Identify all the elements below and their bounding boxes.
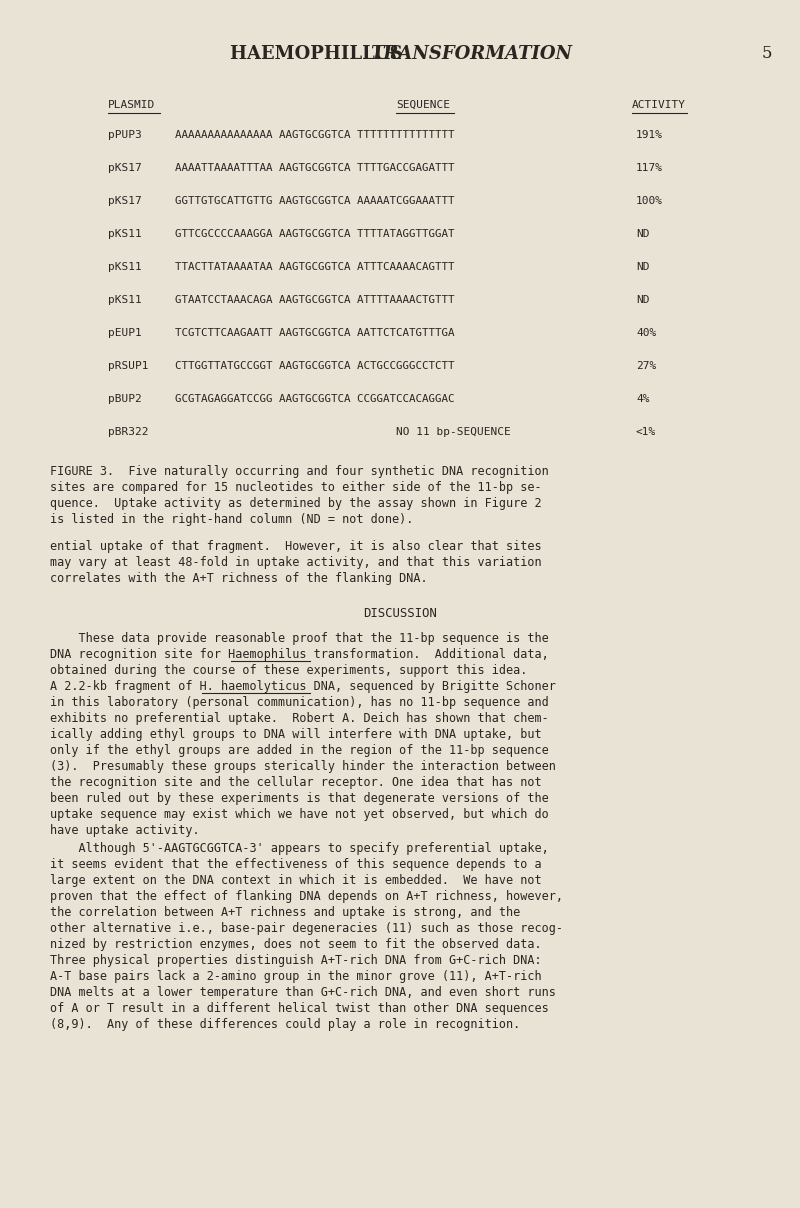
Text: GTAATCCTAAACAGA AAGTGCGGTCA ATTTTAAAACTGTTT: GTAATCCTAAACAGA AAGTGCGGTCA ATTTTAAAACTG… <box>175 295 454 304</box>
Text: only if the ethyl groups are added in the region of the 11-bp sequence: only if the ethyl groups are added in th… <box>50 744 549 757</box>
Text: GGTTGTGCATTGTTG AAGTGCGGTCA AAAAATCGGAAATTT: GGTTGTGCATTGTTG AAGTGCGGTCA AAAAATCGGAAA… <box>175 196 454 207</box>
Text: GTTCGCCCCAAAGGA AAGTGCGGTCA TTTTATAGGTТGGAT: GTTCGCCCCAAAGGA AAGTGCGGTCA TTTTATAGGTТG… <box>175 230 454 239</box>
Text: uptake sequence may exist which we have not yet observed, but which do: uptake sequence may exist which we have … <box>50 808 549 821</box>
Text: pKS11: pKS11 <box>108 262 142 272</box>
Text: Although 5'-AAGTGCGGTCA-3' appears to specify preferential uptake,: Although 5'-AAGTGCGGTCA-3' appears to sp… <box>50 842 549 855</box>
Text: FIGURE 3.  Five naturally occurring and four synthetic DNA recognition: FIGURE 3. Five naturally occurring and f… <box>50 465 549 478</box>
Text: A-T base pairs lack a 2-amino group in the minor grove (11), A+T-rich: A-T base pairs lack a 2-amino group in t… <box>50 970 542 983</box>
Text: pBR322: pBR322 <box>108 426 149 437</box>
Text: the correlation between A+T richness and uptake is strong, and the: the correlation between A+T richness and… <box>50 906 520 919</box>
Text: 40%: 40% <box>636 329 656 338</box>
Text: 5: 5 <box>762 45 773 62</box>
Text: (8,9).  Any of these differences could play a role in recognition.: (8,9). Any of these differences could pl… <box>50 1018 520 1030</box>
Text: of A or T result in a different helical twist than other DNA sequences: of A or T result in a different helical … <box>50 1001 549 1015</box>
Text: HAEMOPHILLUS: HAEMOPHILLUS <box>230 45 409 63</box>
Text: the recognition site and the cellular receptor. One idea that has not: the recognition site and the cellular re… <box>50 776 542 789</box>
Text: ential uptake of that fragment.  However, it is also clear that sites: ential uptake of that fragment. However,… <box>50 540 542 553</box>
Text: proven that the effect of flanking DNA depends on A+T richness, however,: proven that the effect of flanking DNA d… <box>50 890 563 904</box>
Text: TTACTTATAAAATAA AAGTGCGGTCA ATTTCAAAACAGTTT: TTACTTATAAAATAA AAGTGCGGTCA ATTTCAAAACAG… <box>175 262 454 272</box>
Text: These data provide reasonable proof that the 11-bp sequence is the: These data provide reasonable proof that… <box>50 632 549 645</box>
Text: <1%: <1% <box>636 426 656 437</box>
Text: 4%: 4% <box>636 394 650 403</box>
Text: DNA recognition site for Haemophilus transformation.  Additional data,: DNA recognition site for Haemophilus tra… <box>50 647 549 661</box>
Text: may vary at least 48-fold in uptake activity, and that this variation: may vary at least 48-fold in uptake acti… <box>50 556 542 569</box>
Text: pKS17: pKS17 <box>108 196 142 207</box>
Text: pRSUP1: pRSUP1 <box>108 361 149 371</box>
Text: nized by restriction enzymes, does not seem to fit the observed data.: nized by restriction enzymes, does not s… <box>50 937 542 951</box>
Text: 117%: 117% <box>636 163 663 173</box>
Text: is listed in the right-hand column (ND = not done).: is listed in the right-hand column (ND =… <box>50 513 414 525</box>
Text: ND: ND <box>636 295 650 304</box>
Text: pPUP3: pPUP3 <box>108 130 142 140</box>
Text: obtained during the course of these experiments, support this idea.: obtained during the course of these expe… <box>50 664 527 676</box>
Text: AAAATTAAAATTTAA AAGTGCGGTCA TTTTGACCGAGATTT: AAAATTAAAATTTAA AAGTGCGGTCA TTTTGACCGAGA… <box>175 163 454 173</box>
Text: been ruled out by these experiments is that degenerate versions of the: been ruled out by these experiments is t… <box>50 792 549 805</box>
Text: other alternative i.e., base-pair degeneracies (11) such as those recog-: other alternative i.e., base-pair degene… <box>50 922 563 935</box>
Text: it seems evident that the effectiveness of this sequence depends to a: it seems evident that the effectiveness … <box>50 858 542 871</box>
Text: sites are compared for 15 nucleotides to either side of the 11-bp se-: sites are compared for 15 nucleotides to… <box>50 481 542 494</box>
Text: quence.  Uptake activity as determined by the assay shown in Figure 2: quence. Uptake activity as determined by… <box>50 496 542 510</box>
Text: pEUP1: pEUP1 <box>108 329 142 338</box>
Text: CTTGGTTATGCCGGT AAGTGCGGTCA ACTGCCGGGCCTCTT: CTTGGTTATGCCGGT AAGTGCGGTCA ACTGCCGGGCCT… <box>175 361 454 371</box>
Text: in this laboratory (personal communication), has no 11-bp sequence and: in this laboratory (personal communicati… <box>50 696 549 709</box>
Text: GCGTAGAGGATCCGG AAGTGCGGTCA CCGGATCCACAGGAC: GCGTAGAGGATCCGG AAGTGCGGTCA CCGGATCCACAG… <box>175 394 454 403</box>
Text: 27%: 27% <box>636 361 656 371</box>
Text: correlates with the A+T richness of the flanking DNA.: correlates with the A+T richness of the … <box>50 573 428 585</box>
Text: ically adding ethyl groups to DNA will interfere with DNA uptake, but: ically adding ethyl groups to DNA will i… <box>50 728 542 741</box>
Text: Three physical properties distinguish A+T-rich DNA from G+C-rich DNA:: Three physical properties distinguish A+… <box>50 954 542 966</box>
Text: DNA melts at a lower temperature than G+C-rich DNA, and even short runs: DNA melts at a lower temperature than G+… <box>50 986 556 999</box>
Text: ND: ND <box>636 230 650 239</box>
Text: TCGTCTTCAAGAATT AAGTGCGGTCA AATTCTCATGTTTGA: TCGTCTTCAAGAATT AAGTGCGGTCA AATTCTCATGTT… <box>175 329 454 338</box>
Text: A 2.2-kb fragment of H. haemolyticus DNA, sequenced by Brigitte Schoner: A 2.2-kb fragment of H. haemolyticus DNA… <box>50 680 556 693</box>
Text: 100%: 100% <box>636 196 663 207</box>
Text: 191%: 191% <box>636 130 663 140</box>
Text: pKS17: pKS17 <box>108 163 142 173</box>
Text: NO 11 bp-SEQUENCE: NO 11 bp-SEQUENCE <box>396 426 510 437</box>
Text: SEQUENCE: SEQUENCE <box>396 100 450 110</box>
Text: PLASMID: PLASMID <box>108 100 155 110</box>
Text: have uptake activity.: have uptake activity. <box>50 824 200 837</box>
Text: TRANSFORMATION: TRANSFORMATION <box>370 45 572 63</box>
Text: pBUP2: pBUP2 <box>108 394 142 403</box>
Text: ND: ND <box>636 262 650 272</box>
Text: AAAAAAAAAAAAAAA AAGTGCGGTCA TTTTTTTTTTTTTTT: AAAAAAAAAAAAAAA AAGTGCGGTCA TTTTTTTTTTTT… <box>175 130 454 140</box>
Text: DISCUSSION: DISCUSSION <box>363 606 437 620</box>
Text: exhibits no preferential uptake.  Robert A. Deich has shown that chem-: exhibits no preferential uptake. Robert … <box>50 712 549 725</box>
Text: ACTIVITY: ACTIVITY <box>632 100 686 110</box>
Text: pKS11: pKS11 <box>108 295 142 304</box>
Text: (3).  Presumably these groups sterically hinder the interaction between: (3). Presumably these groups sterically … <box>50 760 556 773</box>
Text: large extent on the DNA context in which it is embedded.  We have not: large extent on the DNA context in which… <box>50 875 542 887</box>
Text: pKS11: pKS11 <box>108 230 142 239</box>
